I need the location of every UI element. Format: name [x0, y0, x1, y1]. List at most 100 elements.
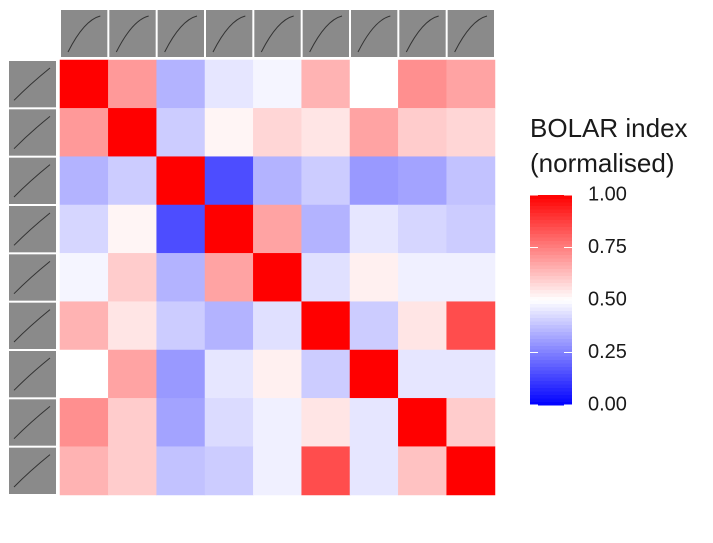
- heatmap-cell: [446, 204, 496, 254]
- heatmap-cell: [301, 156, 351, 206]
- colorbar-segment: [530, 349, 572, 353]
- heatmap-cell: [59, 253, 109, 302]
- column-icon: [351, 10, 398, 57]
- heatmap-cell: [156, 253, 206, 302]
- colorbar-segment: [530, 345, 572, 350]
- heatmap-cell: [156, 108, 206, 157]
- column-icon: [61, 10, 108, 57]
- colorbar-segment: [530, 195, 572, 199]
- column-icon: [157, 10, 204, 57]
- heatmap-cell: [204, 108, 254, 157]
- icon-sketch: [13, 212, 51, 246]
- colorbar-segment: [530, 254, 572, 259]
- colorbar-segment: [530, 342, 572, 346]
- heatmap-cell: [446, 446, 496, 496]
- row-icon: [9, 447, 56, 494]
- icon-sketch: [454, 15, 488, 53]
- heatmap-cell: [349, 446, 399, 496]
- icon-sketch: [260, 15, 294, 53]
- colorbar-segment: [530, 286, 572, 290]
- heatmap-cell: [59, 398, 109, 447]
- heatmap-cell: [398, 156, 447, 206]
- colorbar-tick-label: 0.25: [588, 341, 627, 363]
- heatmap-cell: [59, 204, 109, 254]
- heatmap-cell: [156, 204, 206, 254]
- colorbar-segment: [530, 373, 572, 378]
- colorbar-segment: [530, 223, 572, 227]
- icon-sketch: [405, 15, 439, 53]
- icon-sketch: [212, 15, 246, 53]
- heatmap-cell: [301, 204, 351, 254]
- colorbar-segment: [530, 363, 572, 367]
- icon-sketch: [13, 115, 51, 150]
- colorbar-segment: [530, 212, 572, 217]
- heatmap-cell: [253, 301, 302, 351]
- colorbar-segment: [530, 324, 572, 329]
- colorbar-segment: [530, 338, 572, 343]
- colorbar-segment: [530, 240, 572, 245]
- colorbar-segment: [530, 244, 572, 248]
- row-icon: [9, 302, 56, 349]
- heatmap-cell: [204, 253, 254, 302]
- heatmap-cell: [156, 59, 206, 109]
- legend-title: (normalised): [530, 148, 675, 178]
- colorbar-segment: [530, 296, 572, 301]
- heatmap-cell: [253, 398, 302, 447]
- column-icon: [399, 10, 446, 57]
- heatmap-cell: [108, 398, 157, 447]
- heatmap-cell: [108, 204, 157, 254]
- heatmap-cell: [301, 301, 351, 351]
- colorbar-segment: [530, 219, 572, 224]
- heatmap-cell: [204, 204, 254, 254]
- heatmap-cell: [253, 59, 302, 109]
- heatmap-cell: [108, 156, 157, 206]
- heatmap-cell: [108, 349, 157, 399]
- column-icon: [109, 10, 156, 57]
- colorbar-tick-label: 1.00: [588, 183, 627, 205]
- colorbar-segment: [530, 394, 572, 399]
- colorbar-segment: [530, 251, 572, 255]
- heatmap-cell: [446, 59, 496, 109]
- heatmap-cell: [301, 398, 351, 447]
- colorbar-segment: [530, 384, 572, 388]
- icon-sketch: [13, 357, 51, 391]
- colorbar-segment: [530, 258, 572, 262]
- heatmap-cell: [301, 108, 351, 157]
- heatmap-cell: [108, 301, 157, 351]
- colorbar-segment: [530, 261, 572, 266]
- colorbar-segment: [530, 398, 572, 402]
- heatmap-cell: [108, 446, 157, 496]
- colorbar-segment: [530, 202, 572, 206]
- heatmap-cell: [253, 156, 302, 206]
- colorbar-tick-label: 0.00: [588, 393, 627, 415]
- heatmap-cell: [108, 253, 157, 302]
- icon-sketch: [115, 15, 149, 53]
- heatmap-cell: [301, 349, 351, 399]
- icon-sketch: [67, 15, 101, 53]
- colorbar-segment: [530, 247, 572, 252]
- heatmap-cell: [349, 398, 399, 447]
- heatmap-cell: [59, 301, 109, 351]
- colorbar-segment: [530, 300, 572, 304]
- heatmap-cell: [349, 204, 399, 254]
- heatmap-cell: [59, 59, 109, 109]
- heatmap-cell: [204, 59, 254, 109]
- heatmap-cell: [156, 398, 206, 447]
- colorbar-segment: [530, 282, 572, 287]
- row-icon: [9, 351, 56, 398]
- colorbar-segment: [530, 314, 572, 318]
- colorbar-segment: [530, 226, 572, 231]
- row-icon: [9, 399, 56, 446]
- colorbar-segment: [530, 387, 572, 392]
- colorbar-segment: [530, 366, 572, 371]
- colorbar-segment: [530, 328, 572, 332]
- heatmap-cell: [204, 156, 254, 206]
- heatmap-cell: [253, 253, 302, 302]
- heatmap-cell: [446, 108, 496, 157]
- heatmap-cell: [253, 108, 302, 157]
- heatmap-cell: [349, 301, 399, 351]
- heatmap-cell: [108, 59, 157, 109]
- colorbar-segment: [530, 205, 572, 210]
- heatmap-cell: [204, 349, 254, 399]
- colorbar-segment: [530, 279, 572, 283]
